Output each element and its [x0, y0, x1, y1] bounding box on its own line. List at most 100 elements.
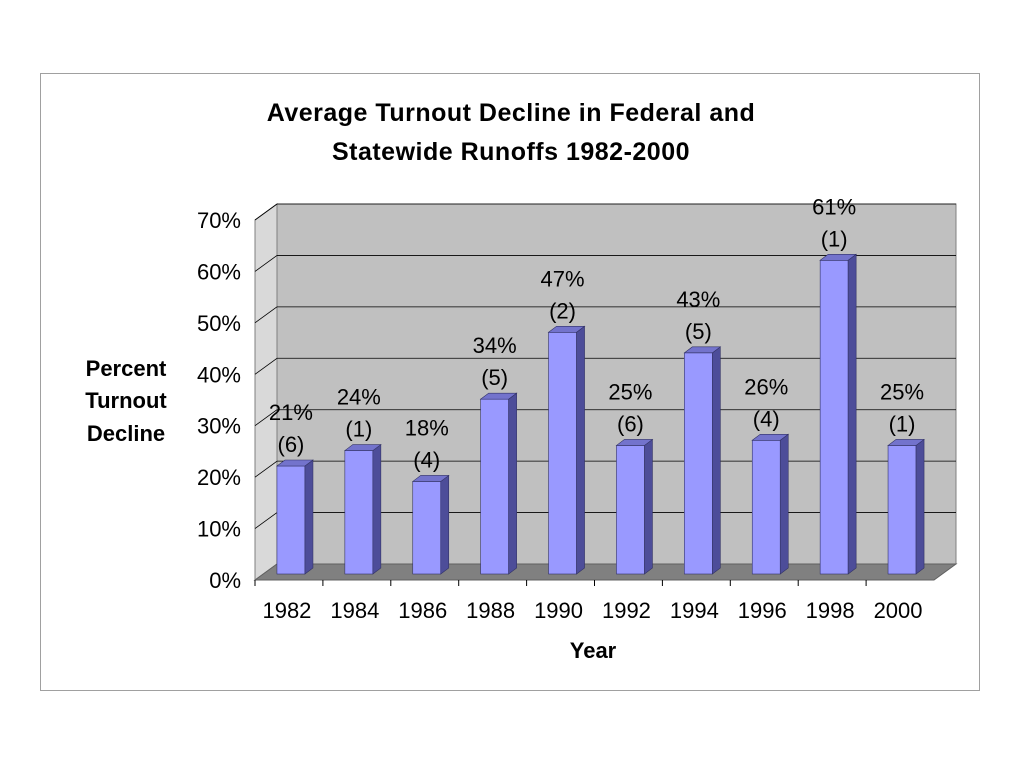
- gridline-side: [254, 460, 278, 478]
- count-label: (1): [345, 417, 372, 442]
- count-label: (6): [617, 411, 644, 436]
- bar-front: [887, 445, 917, 575]
- value-label: 25%: [880, 379, 924, 404]
- side-wall: [254, 203, 278, 581]
- bar-1994: [683, 346, 722, 575]
- value-label: 34%: [473, 333, 517, 358]
- x-axis-ticks: 1982 1984 1986 1988 1990 1992 1994 1996 1998 2000: [254, 580, 923, 623]
- y-tick-label: 40%: [197, 362, 241, 387]
- bar-1992: [615, 438, 654, 575]
- y-tick-label: 60%: [197, 259, 241, 284]
- value-label: 43%: [676, 287, 720, 312]
- y-tick-label: 30%: [197, 414, 241, 439]
- x-tick-label: 1982: [262, 598, 311, 623]
- x-tick-label: 1984: [330, 598, 379, 623]
- data-labels: 21% (6) 24% (1) 18% (4) 34% (5) 47% (2) 25% (6) 43% (…: [269, 194, 924, 472]
- x-axis-title: Year: [570, 638, 617, 663]
- gridline-side: [254, 357, 278, 375]
- y-axis-title-line-3: Decline: [87, 421, 165, 446]
- bar-top: [276, 459, 314, 467]
- x-tick-label: 1992: [602, 598, 651, 623]
- bar-front: [480, 398, 509, 575]
- y-axis-title: Percent Turnout Decline: [85, 356, 167, 446]
- x-tick-label: 1990: [534, 598, 583, 623]
- bar-1998: [819, 253, 858, 575]
- count-label: (1): [889, 411, 916, 436]
- gridline-side: [254, 203, 278, 221]
- x-tick-label: 1996: [738, 598, 787, 623]
- bar-1982: [276, 459, 314, 575]
- value-label: 25%: [608, 379, 652, 404]
- bar-side: [644, 438, 653, 575]
- y-tick-label: 20%: [197, 465, 241, 490]
- x-tick-label: 1986: [398, 598, 447, 623]
- bars: [276, 253, 925, 575]
- count-label: (4): [753, 406, 780, 431]
- x-tick-label: 1988: [466, 598, 515, 623]
- value-label: 18%: [405, 415, 449, 440]
- bar-1996: [751, 433, 790, 575]
- bar-front: [684, 352, 713, 575]
- bar-side: [576, 325, 585, 575]
- bar-front: [548, 331, 577, 575]
- y-axis-ticks: 0% 10% 20% 30% 40% 50% 60% 70%: [197, 208, 241, 593]
- bar-1988: [479, 392, 518, 575]
- x-tick-label: 1998: [806, 598, 855, 623]
- bar-1990: [547, 325, 586, 575]
- bar-top: [479, 392, 518, 400]
- y-axis-title-line-1: Percent: [86, 356, 167, 381]
- bar-top: [819, 253, 858, 261]
- value-label: 21%: [269, 400, 313, 425]
- chart-title: Average Turnout Decline in Federal and S…: [267, 99, 756, 166]
- bar-side: [304, 459, 314, 575]
- bar-front: [344, 450, 374, 575]
- bar-front: [819, 259, 849, 575]
- gridline-side: [254, 306, 278, 324]
- bar-front: [412, 481, 442, 575]
- chart-frame: Average Turnout Decline in Federal and S…: [40, 73, 980, 691]
- bar-top: [751, 433, 790, 441]
- bar-chart: Average Turnout Decline in Federal and S…: [85, 99, 958, 663]
- bar-1986: [411, 474, 450, 575]
- bar-side: [372, 443, 382, 575]
- bar-front: [276, 465, 306, 575]
- bar-side: [779, 433, 789, 575]
- x-tick-label: 2000: [874, 598, 923, 623]
- bar-front: [751, 439, 781, 575]
- count-label: (5): [481, 365, 508, 390]
- count-label: (1): [821, 226, 848, 251]
- bar-top: [547, 325, 586, 333]
- count-label: (4): [413, 447, 440, 472]
- y-tick-label: 0%: [209, 568, 241, 593]
- y-axis-title-line-2: Turnout: [85, 388, 167, 413]
- x-tick-label: 1994: [670, 598, 719, 623]
- y-tick-label: 10%: [197, 517, 241, 542]
- bar-side: [508, 392, 517, 575]
- bar-side: [847, 253, 857, 575]
- bar-side: [915, 438, 925, 575]
- count-label: (5): [685, 319, 712, 344]
- gridline-side: [254, 409, 278, 427]
- bar-side: [712, 346, 721, 575]
- bar-top: [411, 475, 450, 482]
- bar-2000: [887, 438, 925, 575]
- bar-side: [440, 474, 450, 575]
- bar-top: [343, 444, 382, 451]
- gridline-side: [254, 512, 278, 529]
- chart-title-line-2: Statewide Runoffs 1982-2000: [332, 138, 690, 166]
- count-label: (6): [278, 432, 305, 457]
- value-label: 61%: [812, 194, 856, 219]
- bar-1984: [343, 443, 382, 575]
- value-label: 24%: [337, 385, 381, 410]
- value-label: 47%: [541, 266, 585, 291]
- value-label: 26%: [744, 374, 788, 399]
- chart-title-line-1: Average Turnout Decline in Federal and: [267, 99, 756, 127]
- gridline-side: [254, 255, 278, 272]
- bar-top: [887, 439, 925, 446]
- bar-top: [615, 439, 654, 446]
- y-tick-label: 70%: [197, 208, 241, 233]
- count-label: (2): [549, 298, 576, 323]
- bar-top: [683, 346, 722, 354]
- bar-front: [616, 445, 645, 575]
- y-tick-label: 50%: [197, 311, 241, 336]
